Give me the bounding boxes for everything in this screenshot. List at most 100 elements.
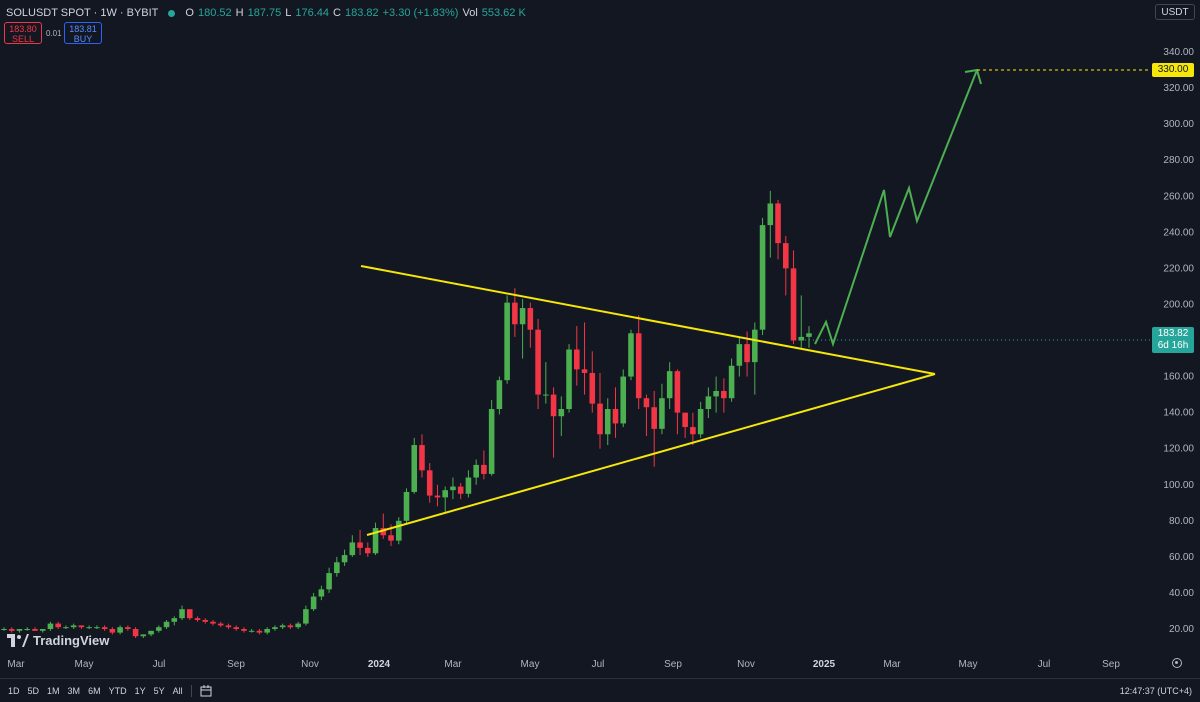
- candle-body[interactable]: [604, 409, 611, 435]
- candle-body[interactable]: [148, 630, 154, 635]
- candle-body[interactable]: [395, 520, 402, 541]
- candle-body[interactable]: [403, 491, 410, 521]
- candle-body[interactable]: [101, 627, 108, 629]
- candle-body[interactable]: [86, 627, 92, 629]
- candle-body[interactable]: [47, 623, 54, 629]
- candle-body[interactable]: [574, 349, 580, 370]
- candle-body[interactable]: [705, 396, 712, 410]
- candle-body[interactable]: [70, 625, 77, 628]
- candle-body[interactable]: [457, 486, 464, 494]
- candle-body[interactable]: [349, 542, 356, 556]
- candle-body[interactable]: [256, 630, 263, 633]
- timeframe-1m[interactable]: 1M: [47, 685, 60, 696]
- candle-body[interactable]: [78, 625, 85, 628]
- candle-body[interactable]: [659, 398, 665, 429]
- candle-body[interactable]: [651, 407, 657, 429]
- candle-body[interactable]: [790, 268, 797, 341]
- symbol-title[interactable]: SOLUSDT SPOT · 1W · BYBIT: [6, 7, 159, 19]
- candle-body[interactable]: [8, 629, 15, 631]
- candle-body[interactable]: [217, 623, 224, 626]
- candle-body[interactable]: [674, 371, 681, 413]
- axis-settings-icon[interactable]: [1172, 658, 1182, 668]
- price-chart[interactable]: 340.00 320.00 300.00 280.00 260.00 240.00 220.…: [0, 0, 1200, 678]
- candle-body[interactable]: [179, 609, 185, 619]
- candle-body[interactable]: [519, 308, 526, 325]
- candle-body[interactable]: [171, 618, 178, 622]
- candle-body[interactable]: [481, 464, 487, 474]
- candle-body[interactable]: [241, 629, 247, 631]
- candle-body[interactable]: [163, 621, 170, 628]
- candle-body[interactable]: [442, 490, 448, 498]
- candle-body[interactable]: [597, 403, 603, 435]
- candle-body[interactable]: [419, 445, 425, 471]
- timeframe-6m[interactable]: 6M: [88, 685, 101, 696]
- candle-body[interactable]: [16, 629, 23, 631]
- candle-body[interactable]: [759, 225, 766, 330]
- candle-body[interactable]: [527, 308, 534, 330]
- candle-body[interactable]: [566, 349, 572, 410]
- projection-path[interactable]: [814, 69, 978, 348]
- candle-body[interactable]: [264, 629, 270, 633]
- candle-body[interactable]: [635, 333, 642, 399]
- candle-body[interactable]: [194, 618, 201, 620]
- candle-body[interactable]: [628, 333, 634, 377]
- candle-body[interactable]: [589, 372, 596, 404]
- candle-body[interactable]: [272, 627, 278, 629]
- candle-body[interactable]: [295, 623, 301, 628]
- candle-body[interactable]: [643, 398, 650, 408]
- candle-body[interactable]: [473, 464, 479, 478]
- timeframe-5y[interactable]: 5Y: [153, 685, 165, 696]
- sell-button[interactable]: 183.80 SELL: [4, 22, 42, 44]
- candle-body[interactable]: [1, 629, 7, 630]
- candle-body[interactable]: [620, 376, 627, 424]
- candle-body[interactable]: [140, 634, 147, 637]
- candle-body[interactable]: [210, 621, 216, 624]
- candle-body[interactable]: [728, 365, 735, 399]
- candle-body[interactable]: [744, 344, 750, 363]
- candle-body[interactable]: [411, 445, 418, 492]
- candle-body[interactable]: [721, 390, 727, 399]
- candle-body[interactable]: [248, 630, 255, 632]
- candle-body[interactable]: [24, 629, 31, 630]
- candle-body[interactable]: [682, 412, 688, 428]
- candle-body[interactable]: [303, 609, 309, 624]
- candle-body[interactable]: [450, 486, 456, 491]
- candle-body[interactable]: [612, 409, 619, 424]
- timeframe-ytd[interactable]: YTD: [108, 685, 127, 696]
- candle-body[interactable]: [782, 243, 789, 269]
- candle-body[interactable]: [132, 629, 139, 637]
- timeframe-5d[interactable]: 5D: [27, 685, 40, 696]
- candle-body[interactable]: [365, 547, 371, 554]
- candle-body[interactable]: [488, 409, 495, 474]
- candle-body[interactable]: [690, 427, 696, 435]
- candle-body[interactable]: [55, 623, 61, 628]
- candle-body[interactable]: [310, 596, 317, 610]
- candle-body[interactable]: [341, 555, 348, 563]
- candle-body[interactable]: [279, 625, 286, 628]
- triangle-lower-trendline[interactable]: [366, 373, 936, 536]
- candle-body[interactable]: [39, 629, 46, 631]
- candle-body[interactable]: [32, 629, 38, 631]
- candle-body[interactable]: [109, 629, 116, 633]
- timeframe-3m[interactable]: 3M: [67, 685, 81, 696]
- candle-body[interactable]: [233, 627, 239, 629]
- candle-body[interactable]: [736, 344, 743, 366]
- timeframe-1d[interactable]: 1D: [8, 685, 20, 696]
- triangle-upper-trendline[interactable]: [360, 265, 936, 375]
- candle-body[interactable]: [535, 329, 541, 395]
- candle-body[interactable]: [388, 535, 394, 541]
- candle-body[interactable]: [512, 302, 518, 325]
- clock-timezone[interactable]: 12:47:37 (UTC+4): [1119, 686, 1192, 696]
- candle-body[interactable]: [752, 329, 758, 363]
- candle-body[interactable]: [426, 470, 433, 496]
- candle-body[interactable]: [225, 625, 232, 628]
- candle-body[interactable]: [202, 619, 209, 622]
- candle-body[interactable]: [465, 477, 472, 494]
- candle-body[interactable]: [372, 528, 379, 554]
- candle-body[interactable]: [558, 409, 565, 417]
- candle-body[interactable]: [496, 380, 503, 410]
- candle-body[interactable]: [697, 409, 704, 435]
- date-range-icon[interactable]: [200, 684, 212, 697]
- candle-body[interactable]: [798, 336, 805, 341]
